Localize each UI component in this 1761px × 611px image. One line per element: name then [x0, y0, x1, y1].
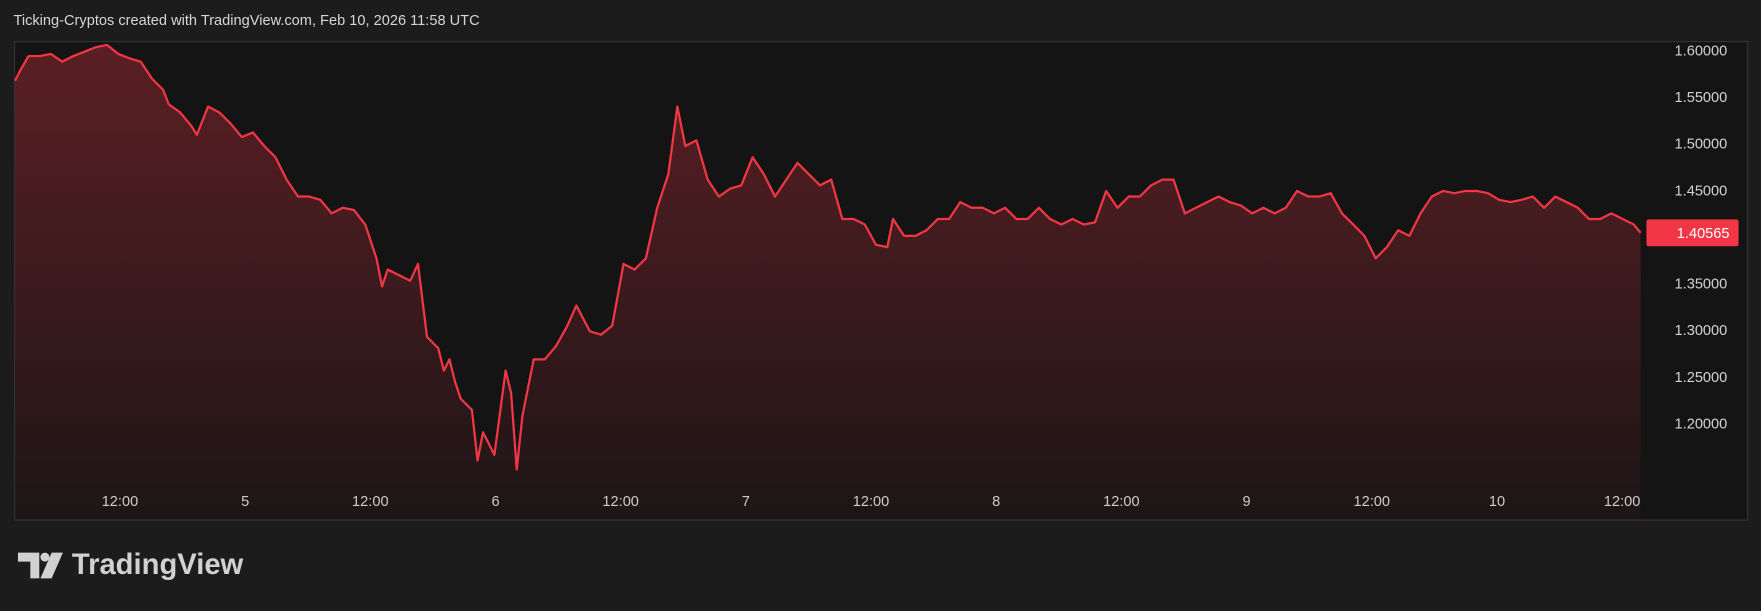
y-tick-label: 1.50000 — [1675, 137, 1728, 153]
header-text: Ticking-Cryptos created with TradingView… — [13, 13, 479, 29]
y-tick-label: 1.30000 — [1675, 323, 1728, 339]
brand-logo — [17, 552, 63, 579]
y-tick-label: 1.60000 — [1675, 44, 1728, 60]
logo-mark — [17, 552, 40, 579]
area-fill — [15, 44, 1641, 521]
y-tick-label: 1.45000 — [1675, 183, 1728, 199]
price-line — [14, 43, 1642, 471]
brand-name: TradingView — [72, 549, 244, 581]
y-tick-label: 1.35000 — [1675, 277, 1728, 293]
logo-dot — [40, 552, 50, 562]
y-tick-label: 1.25000 — [1675, 370, 1728, 386]
logo-mark — [40, 552, 63, 579]
last-price-badge — [1646, 219, 1739, 247]
y-tick-label: 1.20000 — [1675, 416, 1728, 432]
last-price-label: 1.40565 — [1677, 226, 1730, 242]
y-tick-label: 1.55000 — [1675, 90, 1728, 106]
